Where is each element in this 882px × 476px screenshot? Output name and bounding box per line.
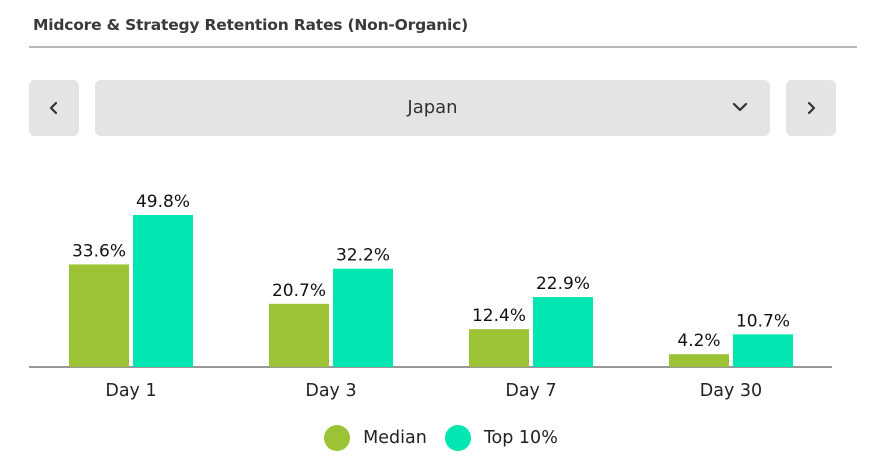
- previous-region-button[interactable]: [29, 80, 79, 136]
- chevron-right-icon: [807, 101, 816, 115]
- chart-title: Midcore & Strategy Retention Rates (Non-…: [33, 16, 469, 34]
- data-label: 32.2%: [336, 246, 390, 266]
- x-tick-label: Day 7: [505, 381, 556, 401]
- bar-median-day-30[interactable]: [669, 354, 729, 367]
- legend-swatch-median: [324, 425, 351, 451]
- data-label: 22.9%: [536, 274, 590, 294]
- data-label: 10.7%: [736, 311, 790, 331]
- title-divider: [29, 46, 857, 48]
- bar-top10-day-7[interactable]: [533, 297, 593, 367]
- data-label: 12.4%: [472, 306, 526, 326]
- data-label: 20.7%: [272, 281, 326, 301]
- chevron-left-icon: [49, 101, 58, 115]
- legend-item-median[interactable]: Median: [324, 425, 427, 451]
- x-tick-label: Day 3: [305, 381, 356, 401]
- legend-label-median: Median: [363, 428, 427, 448]
- data-label: 4.2%: [677, 331, 720, 351]
- x-tick-label: Day 1: [105, 381, 156, 401]
- chevron-down-icon: [732, 102, 748, 112]
- x-tick-label: Day 30: [700, 381, 762, 401]
- data-label: 33.6%: [72, 241, 126, 261]
- bar-top10-day-3[interactable]: [333, 268, 393, 367]
- chart-legend: Median Top 10%: [0, 425, 882, 451]
- retention-bar-chart: 33.6% 49.8% Day 1 20.7% 32.2% Day 3 12.4% 22.9%…: [29, 192, 832, 401]
- data-label: 49.8%: [136, 192, 190, 212]
- region-dropdown[interactable]: Japan: [95, 80, 770, 136]
- legend-label-top10: Top 10%: [483, 428, 558, 448]
- region-dropdown-value: Japan: [407, 97, 458, 118]
- bar-top10-day-1[interactable]: [133, 215, 193, 367]
- legend-item-top10[interactable]: Top 10%: [444, 425, 558, 451]
- bar-median-day-1[interactable]: [69, 264, 129, 367]
- bar-median-day-3[interactable]: [269, 303, 329, 367]
- bar-top10-day-30[interactable]: [733, 334, 793, 367]
- next-region-button[interactable]: [786, 80, 836, 136]
- bar-median-day-7[interactable]: [469, 329, 529, 367]
- legend-swatch-top10: [444, 425, 471, 451]
